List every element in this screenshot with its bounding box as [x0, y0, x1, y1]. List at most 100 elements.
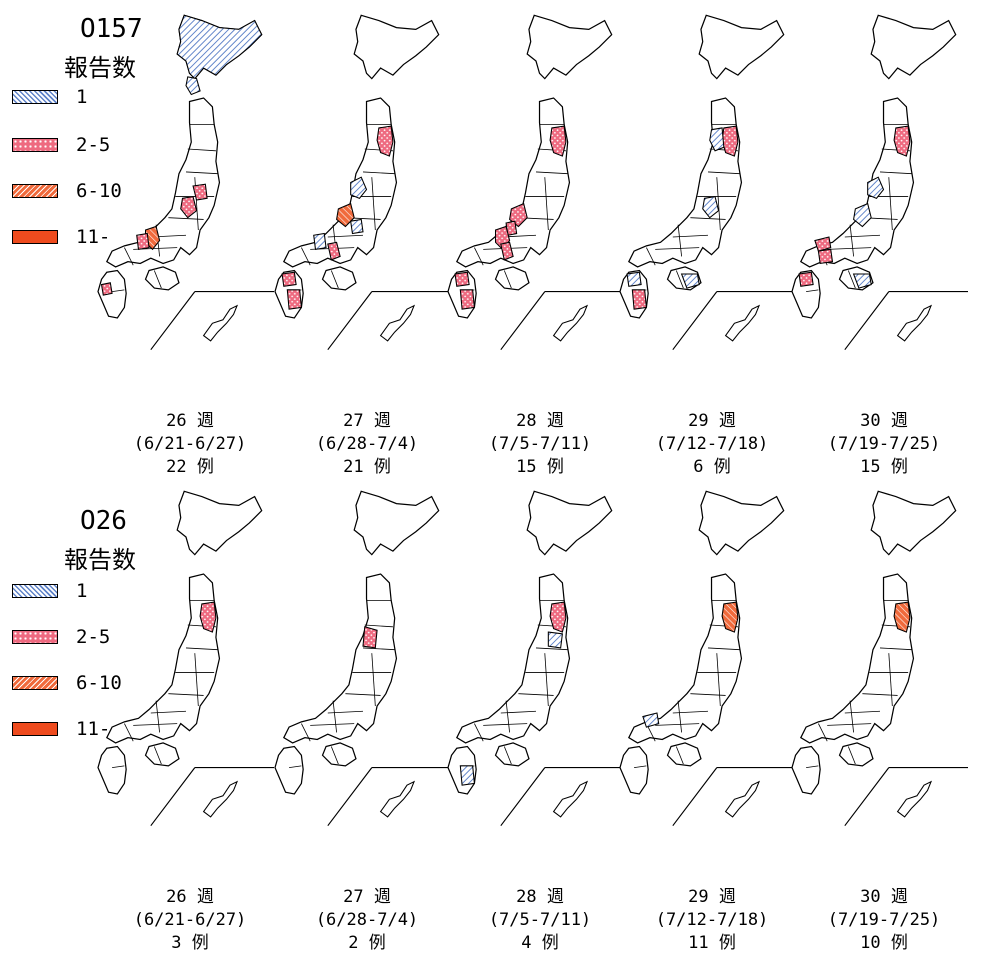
prefecture-border [655, 723, 700, 726]
okinawa-island [552, 304, 589, 342]
okinawa-inset-frame [672, 767, 796, 827]
legend-item-1: 1 [12, 86, 87, 108]
caption-range: (6/28-7/4) [315, 434, 419, 454]
prefecture-border [503, 270, 512, 289]
prefecture-border [153, 746, 162, 765]
prefecture-border [155, 700, 160, 733]
prefecture-border [827, 247, 872, 250]
prefecture-border [150, 710, 187, 714]
legend-swatch-orange-solid [12, 722, 58, 736]
region-iwate [549, 601, 567, 633]
caption-week: 28 週 [516, 887, 564, 907]
prefecture-border [330, 270, 339, 289]
caption-O26-week-0: 26 週 (6/21-6/27) 3 例 [100, 886, 280, 955]
caption-week: 29 週 [688, 411, 736, 431]
outline-hokkaido [698, 14, 785, 80]
region-hiroshima [817, 248, 834, 265]
section-title-o26: O26 [80, 506, 127, 536]
okinawa-island [379, 780, 416, 818]
prefecture-border [500, 710, 537, 714]
prefecture-border [133, 723, 178, 726]
caption-O157-week-0: 26 週 (6/21-6/27) 22 例 [100, 410, 280, 479]
prefecture-border [301, 723, 311, 742]
legend-swatch-orange-solid [12, 230, 58, 244]
prefecture-border [849, 224, 854, 257]
region-aomori_tip [185, 76, 201, 96]
outline-shikoku [666, 742, 702, 767]
map-O157-week-1 [274, 14, 451, 351]
region-iwate [893, 125, 911, 157]
prefecture-border [327, 234, 364, 238]
outline-honshu [105, 573, 221, 744]
prefecture-border [112, 289, 125, 292]
prefecture-border [185, 171, 218, 175]
region-gifu [853, 202, 872, 228]
legend-title-o26: 報告数 [64, 546, 136, 574]
prefecture-border [827, 723, 872, 726]
caption-range: (7/19-7/25) [827, 910, 941, 930]
region-osaka [327, 241, 341, 261]
region-kumamoto [459, 765, 475, 786]
prefecture-border [301, 247, 311, 266]
outline-shikoku [321, 742, 357, 767]
region-iwate [549, 125, 567, 157]
outline-hokkaido [176, 490, 263, 556]
outline-kyushu [791, 745, 821, 795]
region-shimane [642, 712, 660, 728]
outline-shikoku [144, 742, 180, 767]
caption-O157-week-1: 27 週 (6/28-7/4) 21 例 [277, 410, 457, 479]
prefecture-border [185, 647, 218, 651]
caption-week: 29 週 [688, 887, 736, 907]
region-nagano [702, 195, 720, 219]
prefecture-border [634, 765, 647, 768]
legend-swatch-blue [12, 584, 58, 598]
section-title-o157: O157 [80, 14, 143, 44]
caption-count: 21 例 [343, 457, 391, 477]
prefecture-border [879, 171, 912, 175]
legend-item-6-10: 6-10 [12, 180, 122, 202]
okinawa-island [202, 780, 239, 818]
caption-O157-week-3: 29 週 (7/12-7/18) 6 例 [622, 410, 802, 479]
prefecture-border [371, 177, 376, 231]
legend-label: 2-5 [76, 626, 111, 648]
prefecture-border [677, 700, 682, 733]
prefecture-border [707, 647, 740, 651]
legend-title-o157: 報告数 [64, 54, 136, 82]
caption-range: (6/28-7/4) [315, 910, 419, 930]
okinawa-island [379, 304, 416, 342]
prefecture-border [310, 723, 355, 726]
region-iwate [893, 601, 911, 633]
outline-honshu [455, 97, 571, 268]
region-kumamoto [631, 289, 647, 310]
caption-week: 26 週 [166, 411, 214, 431]
caption-count: 22 例 [166, 457, 214, 477]
region-akita [709, 127, 725, 152]
prefecture-border [364, 624, 393, 628]
prefecture-border [655, 247, 700, 250]
prefecture-border [888, 177, 893, 231]
prefecture-border [672, 710, 709, 714]
region-miyagi [547, 631, 563, 649]
region-fukuoka [454, 271, 470, 287]
legend-item-2-5: 2-5 [12, 134, 110, 156]
prefecture-border [327, 710, 364, 714]
outline-shikoku [494, 742, 530, 767]
prefecture-border [535, 171, 568, 175]
okinawa-inset-frame [672, 291, 796, 351]
prefecture-border [675, 746, 684, 765]
caption-week: 27 週 [343, 887, 391, 907]
caption-count: 11 例 [688, 933, 736, 953]
okinawa-inset-frame [150, 291, 274, 351]
okinawa-island [552, 780, 589, 818]
legend-swatch-orange-hatch [12, 184, 58, 198]
outline-shikoku [494, 266, 530, 291]
prefecture-border [112, 765, 125, 768]
outline-honshu [799, 573, 915, 744]
region-nagano [180, 195, 198, 219]
region-fukuoka [626, 271, 642, 287]
region-yamagata [362, 626, 378, 649]
outline-kyushu [619, 745, 649, 795]
outline-honshu [799, 97, 915, 268]
